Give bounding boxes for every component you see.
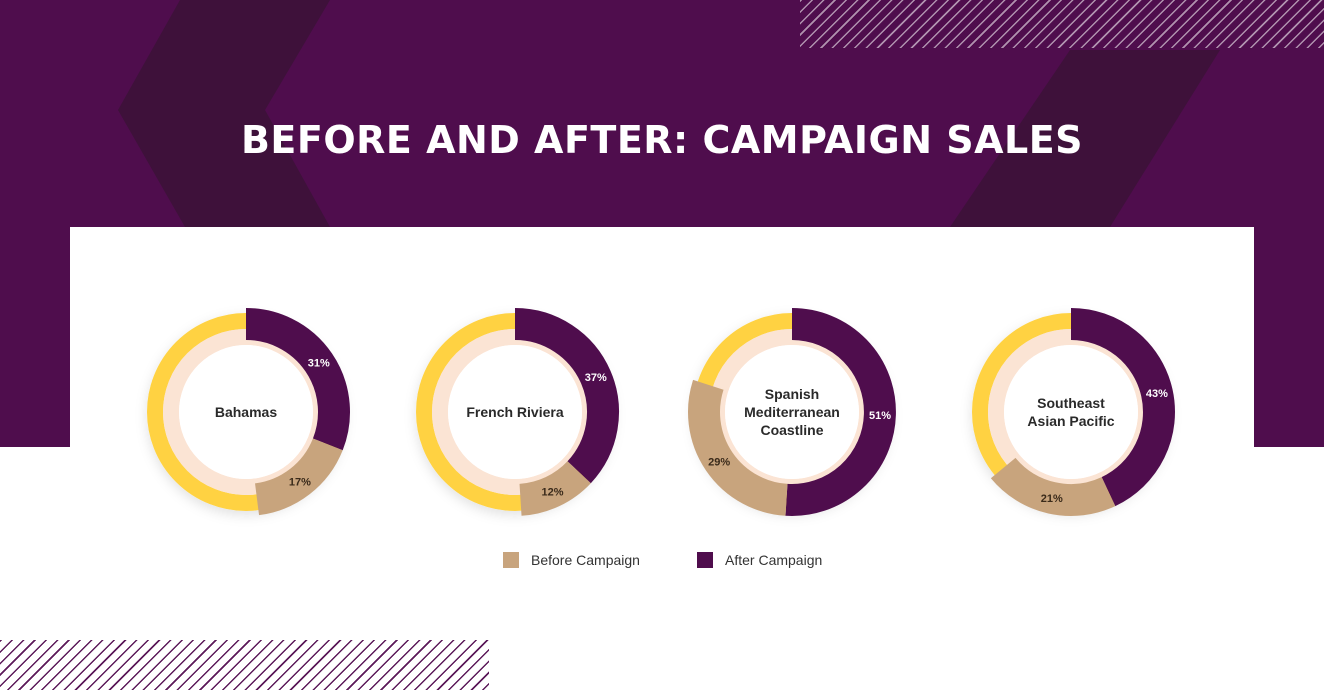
before-segment: [254, 437, 343, 516]
legend-after-swatch: [697, 552, 713, 568]
decorative-chevrons: [118, 0, 1220, 227]
after-segment: [514, 308, 619, 484]
region-label: Mediterranean: [744, 404, 840, 420]
before-value-label: 12%: [541, 487, 563, 499]
donut-chart-4: 43% 21% Southeast Asian Pacific: [972, 308, 1175, 516]
donut-center: [448, 345, 582, 479]
region-label: Asian Pacific: [1027, 413, 1114, 429]
after-value-label: 37%: [585, 372, 607, 384]
donut-center: [725, 345, 859, 479]
region-label: Coastline: [760, 422, 823, 438]
before-value-label: 17%: [289, 477, 311, 489]
region-label: Southeast: [1037, 395, 1105, 411]
legend-after: After Campaign: [697, 552, 822, 568]
after-value-label: 43%: [1146, 388, 1168, 400]
before-value-label: 29%: [708, 457, 730, 469]
before-segment: [518, 460, 591, 516]
region-label: Bahamas: [215, 404, 277, 420]
after-segment: [785, 308, 896, 516]
region-label: French Riviera: [466, 404, 563, 420]
after-value-label: 51%: [869, 410, 891, 422]
donut-chart-2: 37% 12% French Riviera: [416, 308, 619, 516]
hatch-pattern-bottom: [0, 640, 489, 690]
legend-before-swatch: [503, 552, 519, 568]
donut-chart-3: 51% 29% Spanish Mediterranean Coastline: [688, 308, 896, 516]
region-label: Spanish: [765, 386, 819, 402]
after-segment: [245, 308, 350, 451]
before-segment: [990, 457, 1116, 516]
legend-before-label: Before Campaign: [531, 552, 640, 568]
before-segment: [688, 379, 789, 516]
legend-after-label: After Campaign: [725, 552, 823, 568]
before-value-label: 21%: [1041, 493, 1063, 505]
hatch-pattern-top: [800, 0, 1324, 48]
donut-center: [179, 345, 313, 479]
after-value-label: 31%: [308, 358, 330, 370]
after-segment: [1070, 308, 1175, 507]
donut-chart-1: 31% 17% Bahamas: [147, 308, 350, 516]
page-title: BEFORE AND AFTER: CAMPAIGN SALES: [240, 118, 1084, 162]
legend-before: Before Campaign: [503, 552, 640, 568]
donut-center: [1004, 345, 1138, 479]
